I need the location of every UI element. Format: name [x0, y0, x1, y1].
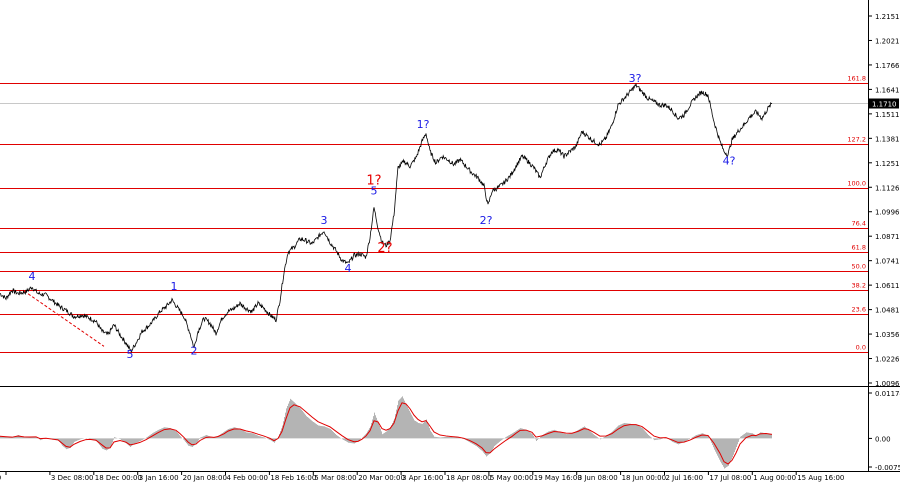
price-tick-label: 1.1381: [875, 135, 900, 143]
time-tick-label: 5 Mar 08:00: [314, 474, 356, 482]
time-tick-label: 20 Mar 00:00: [358, 474, 405, 482]
wave-label: 3: [321, 214, 328, 227]
wave-label: 2?: [480, 214, 493, 227]
trend-line-dashed: [23, 290, 105, 347]
oscillator-tick-label: 0.01174: [875, 390, 900, 398]
time-tick-label: 5 May 00:00: [490, 474, 534, 482]
time-tick-label: 3 Dec 08:00: [51, 474, 94, 482]
wave-label: 1?: [366, 173, 381, 188]
time-tick-label: 3 Apr 16:00: [402, 474, 443, 482]
time-tick-label: 18 Dec 00:00: [95, 474, 142, 482]
time-tick-label: 19 May 16:00: [534, 474, 582, 482]
wave-label: 4?: [723, 155, 736, 168]
wave-label: 2: [191, 345, 198, 358]
price-tick-label: 1.0611: [875, 282, 900, 290]
price-tick-label: 1.2021: [875, 37, 900, 45]
time-tick-label: 1 Aug 00:00: [753, 474, 796, 482]
fib-level-label: 38.2: [852, 282, 866, 290]
wave-label: 5: [127, 348, 134, 361]
time-tick-label: 18 Jun 00:00: [622, 474, 666, 482]
price-tick-label: 1.1511: [875, 111, 900, 119]
wave-label: 3?: [629, 72, 642, 85]
wave-label: 2?: [377, 241, 392, 256]
fib-level-label: 50.0: [852, 263, 866, 271]
price-tick-label: 1.0871: [875, 233, 900, 241]
fib-level-label: 0.0: [856, 344, 866, 352]
time-tick-label: 17 Jul 08:00: [709, 474, 751, 482]
fib-level-label: 100.0: [847, 180, 866, 188]
price-tick-label: 1.1766: [875, 62, 900, 70]
time-tick-label: 18 Feb 16:00: [270, 474, 316, 482]
time-tick-label: 15 Aug 16:00: [797, 474, 844, 482]
price-tick-label: 1.0996: [875, 209, 900, 217]
time-tick-label: 18 Apr 08:00: [446, 474, 492, 482]
price-tick-label: 1.1126: [875, 184, 900, 192]
price-tick-label: 1.0741: [875, 258, 900, 266]
current-price-marker: [869, 98, 899, 109]
fib-level-label: 127.2: [847, 136, 866, 144]
current-price-label: 1.1710: [872, 101, 897, 109]
oscillator-signal-line: [0, 402, 773, 465]
oscillator-tick-label: 0.00: [875, 435, 891, 443]
price-tick-label: 1.1251: [875, 160, 900, 168]
price-tick-label: 1.0096: [875, 380, 900, 388]
oscillator-tick-label: -0.00759: [875, 464, 900, 472]
wave-label: 1: [171, 280, 178, 293]
price-tick-label: 1.0481: [875, 307, 900, 315]
wave-label: 1?: [417, 118, 430, 131]
fib-level-label: 161.8: [847, 75, 866, 83]
time-tick-label: 21 Nov 16:00: [0, 474, 1, 482]
wave-label: 4: [345, 262, 352, 275]
fib-level-label: 23.6: [852, 306, 866, 314]
fib-level-label: 76.4: [852, 220, 866, 228]
time-tick-label: 4 Feb 00:00: [227, 474, 268, 482]
wave-label: 5: [371, 184, 378, 197]
price-tick-label: 1.2151: [875, 13, 900, 21]
fib-level-label: 61.8: [852, 244, 866, 252]
time-tick-label: 3 Jan 16:00: [139, 474, 179, 482]
time-tick-label: 3 Jun 08:00: [578, 474, 618, 482]
time-tick-label: 20 Jan 08:00: [183, 474, 227, 482]
price-series-line: [0, 83, 773, 354]
price-tick-label: 1.0356: [875, 331, 900, 339]
price-tick-label: 1.0226: [875, 356, 900, 364]
time-tick-label: 2 Jul 16:00: [666, 474, 704, 482]
wave-label: 4: [29, 270, 36, 283]
price-tick-label: 1.1641: [875, 86, 900, 94]
